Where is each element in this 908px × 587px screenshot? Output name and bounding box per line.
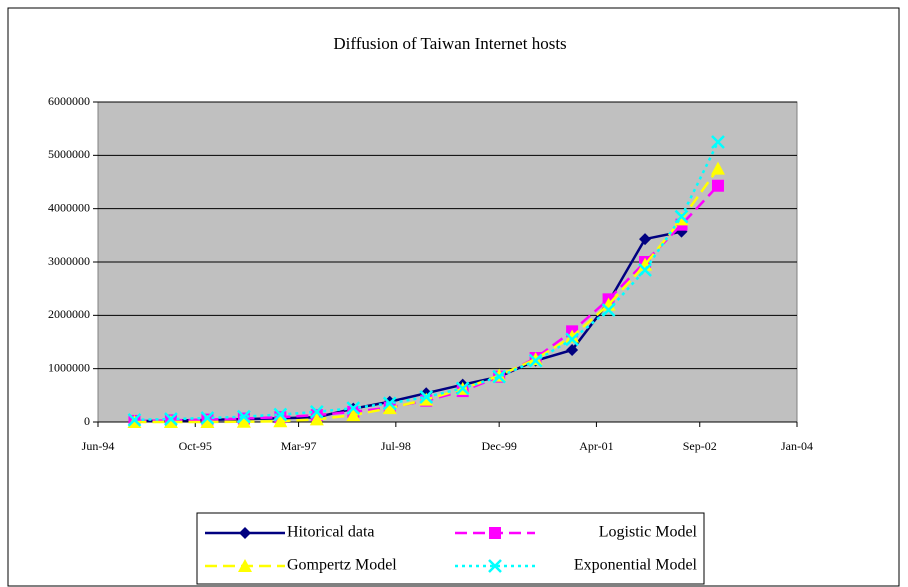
marker xyxy=(710,161,725,175)
marker xyxy=(711,179,724,192)
legend-label: Hitorical data xyxy=(287,524,375,541)
marker xyxy=(639,233,652,246)
marker xyxy=(236,414,251,428)
marker xyxy=(309,412,324,426)
legend-label: Exponential Model xyxy=(574,557,698,574)
y-tick-label: 6000000 xyxy=(48,94,90,108)
x-tick-label: Jun-94 xyxy=(82,439,115,453)
marker xyxy=(528,353,543,368)
marker xyxy=(565,332,579,347)
x-tick-label: Sep-02 xyxy=(683,439,717,453)
marker xyxy=(455,381,470,396)
legend-label: Gompertz Model xyxy=(287,557,397,574)
marker xyxy=(238,559,252,572)
marker xyxy=(601,303,616,317)
marker xyxy=(309,404,324,419)
x-tick-label: Jan-04 xyxy=(781,439,813,453)
legend-label: Logistic Model xyxy=(599,524,698,541)
marker xyxy=(346,401,361,416)
x-tick-label: Dec-99 xyxy=(482,439,517,453)
marker xyxy=(419,392,434,406)
marker xyxy=(382,396,397,411)
marker xyxy=(674,209,689,224)
x-tick-label: Jul-98 xyxy=(381,439,411,453)
marker xyxy=(236,409,251,424)
legend: Hitorical data Logistic Model Gompertz Mod… xyxy=(196,512,705,585)
y-tick-label: 0 xyxy=(84,414,90,428)
x-tick-label: Mar-97 xyxy=(281,439,317,453)
marker xyxy=(200,411,215,425)
marker xyxy=(565,329,580,343)
marker xyxy=(273,407,288,422)
y-tick-label: 1000000 xyxy=(48,360,90,374)
marker xyxy=(419,390,434,404)
marker xyxy=(566,344,579,356)
marker xyxy=(273,414,288,428)
y-tick-label: 5000000 xyxy=(48,147,90,161)
marker xyxy=(528,352,543,366)
marker xyxy=(239,527,251,539)
marker xyxy=(200,415,215,428)
marker xyxy=(488,559,502,573)
marker xyxy=(638,263,652,277)
marker xyxy=(164,412,178,426)
marker xyxy=(346,408,361,422)
x-tick-label: Oct-95 xyxy=(179,439,212,453)
marker xyxy=(492,369,507,384)
y-tick-label: 3000000 xyxy=(48,254,90,268)
marker xyxy=(711,135,725,149)
x-tick-label: Apr-01 xyxy=(579,439,613,453)
chart-title: Diffusion of Taiwan Internet hosts xyxy=(333,34,566,53)
marker xyxy=(127,412,142,427)
marker xyxy=(382,401,397,415)
marker xyxy=(489,527,501,539)
y-tick-label: 2000000 xyxy=(48,307,90,321)
marker xyxy=(163,415,178,428)
y-tick-label: 4000000 xyxy=(48,200,90,214)
legend-box xyxy=(196,512,705,585)
